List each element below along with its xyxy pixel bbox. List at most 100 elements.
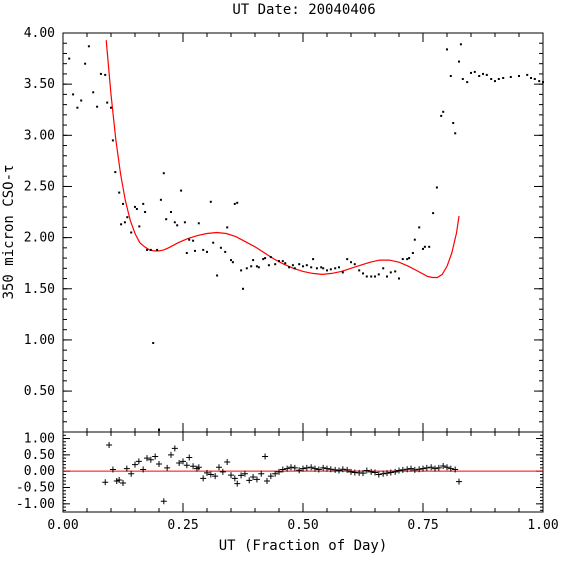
residual-point [399, 466, 406, 473]
y-tick-label: 2.50 [24, 179, 55, 194]
data-point [188, 238, 191, 241]
residual-point [186, 454, 193, 461]
residual-point [339, 466, 346, 473]
residual-point [423, 464, 430, 471]
data-point [435, 186, 438, 189]
data-point [170, 211, 172, 213]
residual-point [324, 465, 330, 472]
data-point [245, 267, 248, 270]
data-point [320, 266, 323, 269]
residual-point [432, 465, 438, 472]
data-point [458, 60, 460, 63]
residual-point [312, 465, 318, 472]
data-point [110, 106, 112, 109]
data-point [126, 216, 129, 219]
y-tick-label: 1.50 [24, 282, 55, 297]
x-tick-label: 0.50 [287, 518, 318, 533]
data-point [80, 99, 83, 102]
data-point [530, 77, 532, 79]
data-point [274, 263, 277, 266]
residual-point [308, 464, 315, 471]
data-point [542, 81, 544, 84]
residual-point [144, 455, 150, 462]
data-point [106, 101, 109, 104]
residual-point [231, 475, 238, 482]
data-point [92, 91, 95, 94]
data-point [288, 266, 291, 269]
residual-point [102, 479, 109, 486]
data-point [370, 275, 373, 278]
residual-point [116, 477, 123, 483]
data-point [130, 231, 133, 234]
data-point [406, 258, 409, 261]
data-point [482, 72, 484, 75]
data-point [291, 264, 294, 267]
data-point [310, 266, 313, 269]
data-point [526, 73, 529, 76]
fit-curve-group [105, 40, 460, 279]
x-tick-label: 1.00 [527, 518, 558, 533]
residual-point [288, 464, 294, 471]
data-point [346, 258, 349, 261]
residual-point [284, 465, 291, 472]
data-point [242, 287, 244, 290]
data-point [212, 241, 215, 244]
data-point [257, 266, 260, 269]
residual-point [123, 465, 130, 472]
residual-point [228, 472, 234, 479]
residual-point [416, 466, 423, 473]
data-point [230, 259, 232, 262]
data-point [138, 225, 141, 228]
residual-point [404, 466, 411, 473]
data-point [533, 78, 536, 80]
residual-point [160, 498, 167, 505]
residual-point [109, 466, 116, 473]
data-point [432, 212, 435, 215]
y-tick-label: 0.50 [24, 384, 55, 399]
residual-point [164, 464, 171, 471]
data-point [422, 247, 424, 250]
data-point [118, 191, 121, 194]
data-points [68, 43, 544, 431]
data-point [338, 266, 340, 269]
residual-point [344, 466, 351, 473]
data-point [123, 221, 126, 224]
data-point [202, 248, 205, 251]
residual-point [348, 468, 354, 475]
residual-point [120, 479, 126, 486]
residual-point [195, 464, 202, 471]
data-point [236, 201, 239, 204]
residual-point [180, 458, 186, 465]
data-point [114, 171, 117, 174]
residual-point [384, 470, 390, 477]
residual-point [262, 453, 269, 460]
res-y-tick-label: -1.00 [16, 497, 55, 512]
data-point [99, 72, 102, 75]
data-point [440, 114, 443, 117]
data-point [226, 226, 229, 229]
res-y-tick-label: 0.50 [24, 448, 55, 463]
residual-point [128, 470, 135, 477]
residual-point [392, 468, 399, 475]
fit-curve [105, 40, 460, 279]
residual-point [241, 470, 248, 477]
data-point [284, 262, 287, 265]
data-point [255, 265, 258, 268]
data-point [418, 226, 421, 229]
residual-point [420, 465, 426, 472]
residual-point [300, 465, 306, 472]
residual-point [387, 469, 394, 476]
data-point [394, 270, 397, 273]
x-tick-label: 0.00 [47, 518, 78, 533]
residual-point [246, 477, 253, 484]
residual-point [200, 475, 207, 482]
data-point [389, 271, 392, 274]
residual-plot-frame [62, 431, 544, 513]
data-point [185, 252, 188, 254]
data-point [362, 272, 364, 275]
residual-point [396, 467, 402, 474]
residual-point [435, 464, 442, 471]
data-point [104, 73, 107, 76]
residual-points [102, 442, 462, 505]
